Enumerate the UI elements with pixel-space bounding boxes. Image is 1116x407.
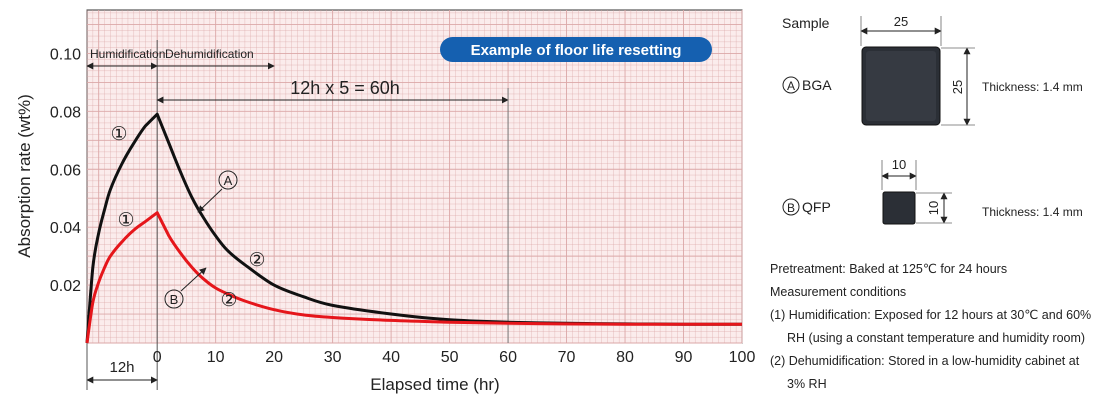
series-group — [85, 112, 742, 344]
span-label: 12h x 5 = 60h — [290, 78, 400, 98]
y-tick-label: 0.02 — [50, 278, 81, 295]
x-axis-title: Elapsed time (hr) — [370, 375, 499, 394]
svg-text:B: B — [787, 201, 795, 215]
condition-2-line-1: (2) Dehumidification: Stored in a low-hu… — [770, 354, 1080, 368]
svg-text:B: B — [170, 292, 179, 307]
y-tick-label: 0.08 — [50, 104, 81, 121]
annotation-lines — [86, 40, 509, 390]
svg-text:②: ② — [248, 250, 265, 271]
x-tick-label: 60 — [499, 349, 517, 366]
x-tick-label: 70 — [558, 349, 576, 366]
condition-2-line-2: 3% RH — [787, 377, 827, 391]
conditions-heading: Measurement conditions — [770, 285, 907, 299]
svg-text:①: ① — [110, 124, 127, 145]
x-tick-label: 20 — [265, 349, 283, 366]
y-tick-label: 0.04 — [50, 220, 81, 237]
qfp-width-label: 10 — [892, 157, 906, 172]
qfp-marker: B — [782, 198, 800, 216]
svg-text:①: ① — [117, 210, 134, 231]
x-tick-label: 80 — [616, 349, 634, 366]
qfp-chip — [882, 191, 916, 225]
curve-b-label: B — [164, 267, 207, 309]
tick-labels: 0 10 20 30 40 50 60 70 80 90 100 0.02 0.04 0.06 0.08 0.… — [50, 46, 756, 366]
measurement-notes: Pretreatment: Baked at 125℃ for 24 hours… — [770, 258, 1116, 396]
bga-width-label: 25 — [894, 14, 908, 29]
svg-text:A: A — [224, 173, 233, 188]
x-tick-label: 30 — [324, 349, 342, 366]
y-tick-label: 0.10 — [50, 46, 81, 63]
pretreatment-note: Pretreatment: Baked at 125℃ for 24 hours — [770, 262, 1008, 276]
curve-a-label: A — [197, 170, 238, 213]
qfp-height-label: 10 — [926, 201, 941, 215]
x-tick-label: 10 — [207, 349, 225, 366]
y-tick-label: 0.06 — [50, 162, 81, 179]
y-axis-title: Absorption rate (wt%) — [15, 94, 34, 257]
x-tick-label: 90 — [675, 349, 693, 366]
bga-height-label: 25 — [950, 80, 965, 94]
bga-thickness: Thickness: 1.4 mm — [982, 80, 1083, 94]
humidification-label: Humidification — [90, 47, 165, 61]
banner-pill — [440, 37, 712, 62]
condition-1-line-2: RH (using a constant temperature and hum… — [787, 331, 1086, 345]
qfp-thickness: Thickness: 1.4 mm — [982, 205, 1083, 219]
qfp-label: QFP — [802, 199, 831, 215]
condition-1-line-1: (1) Humidification: Exposed for 12 hours… — [770, 308, 1092, 322]
svg-text:②: ② — [220, 290, 237, 311]
x-tick-label: 100 — [729, 349, 756, 366]
x-tick-label: 50 — [441, 349, 459, 366]
step2-marker-b: ② — [220, 290, 237, 311]
series-b-line — [85, 211, 742, 344]
pre-span-label: 12h — [109, 359, 134, 376]
bga-label: BGA — [802, 77, 832, 93]
step1-marker-a: ① — [110, 124, 127, 145]
bga-marker: A — [782, 76, 800, 94]
banner-text: Example of floor life resetting — [471, 42, 682, 59]
x-tick-label: 0 — [153, 349, 162, 366]
dehumidification-label: Dehumidification — [165, 47, 254, 61]
step2-marker-a: ② — [248, 250, 265, 271]
svg-text:A: A — [787, 79, 795, 93]
step1-marker-b: ① — [117, 210, 134, 231]
sample-heading: Sample — [782, 15, 830, 31]
x-tick-label: 40 — [382, 349, 400, 366]
